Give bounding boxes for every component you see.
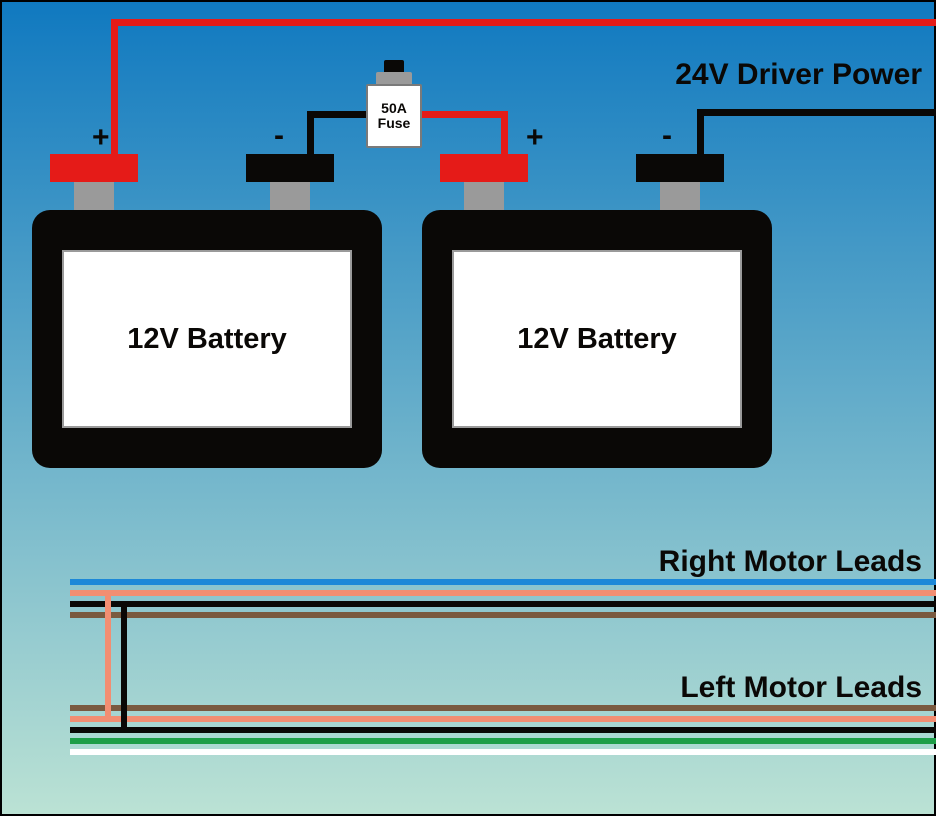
wire-b2neg-out-h [697,109,936,116]
battery-right-panel: 12V Battery [452,250,742,428]
left-lead-4 [70,749,936,755]
fuse-body: 50AFuse [366,84,422,148]
battery1-pos-terminal-cap [50,154,138,182]
terminal-sign: + [92,121,110,155]
wire-red-horizontal [111,19,936,26]
terminal-sign: + [526,121,544,155]
battery-left-panel: 12V Battery [62,250,352,428]
wire-b2neg-out-v [697,112,704,154]
terminal-sign: - [274,119,284,153]
fuse-label: 50AFuse [378,101,411,130]
right-motor-leads-label: Right Motor Leads [622,545,922,579]
right-lead-0 [70,579,936,585]
terminal-sign: - [662,119,672,153]
left-lead-0 [70,705,936,711]
wire-b1neg-fuse-h [307,111,373,118]
left-lead-2 [70,727,936,733]
jumper-black [121,604,127,733]
left-lead-3 [70,738,936,744]
wire-b1neg-fuse-v [307,114,314,154]
battery1-neg-terminal-stub [270,182,310,210]
battery2-neg-terminal-stub [660,182,700,210]
battery2-neg-terminal-cap [636,154,724,182]
wire-fuse-b2pos-h [416,111,508,118]
battery2-pos-terminal-cap [440,154,528,182]
driver-power-label: 24V Driver Power [622,58,922,92]
right-lead-2 [70,601,936,607]
jumper-salmon [105,593,111,722]
left-lead-1 [70,716,936,722]
battery2-pos-terminal-stub [464,182,504,210]
right-lead-1 [70,590,936,596]
wire-fuse-b2pos-v [501,114,508,154]
battery1-pos-terminal-stub [74,182,114,210]
right-lead-3 [70,612,936,618]
battery-right-label: 12V Battery [454,323,740,356]
wiring-diagram: 50AFuse + - + - 12V Battery 12V Battery 24V Dri… [0,0,936,816]
wire-red-vertical [111,22,118,154]
battery1-neg-terminal-cap [246,154,334,182]
battery-left-label: 12V Battery [64,323,350,356]
left-motor-leads-label: Left Motor Leads [622,671,922,705]
